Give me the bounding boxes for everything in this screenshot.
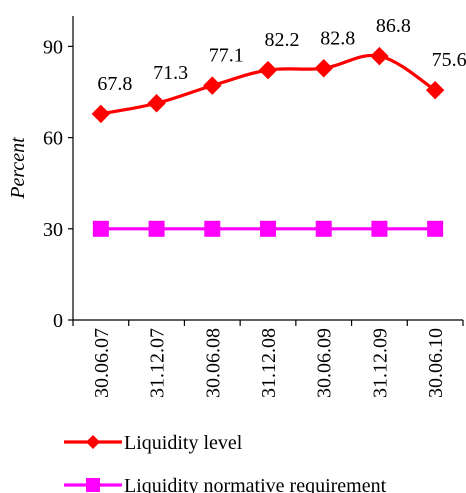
x-tick-label: 30.06.08 (202, 328, 224, 398)
x-tick-label: 31.12.07 (147, 328, 169, 398)
data-point-diamond (258, 60, 278, 80)
legend-item: Liquidity normative requirement (64, 475, 387, 493)
x-tick-label: 30.06.10 (425, 328, 447, 398)
y-tick-label: 90 (43, 36, 63, 58)
data-point-square (427, 220, 444, 237)
data-label: 86.8 (376, 15, 411, 37)
data-point-square (315, 220, 332, 237)
legend-label: Liquidity level (124, 432, 243, 454)
x-tick-label: 31.12.08 (258, 328, 280, 398)
data-point-diamond (314, 59, 333, 78)
y-tick-label: 30 (43, 219, 63, 241)
data-point-square (204, 220, 221, 237)
legend-label: Liquidity normative requirement (124, 475, 387, 493)
data-label: 67.8 (97, 73, 132, 95)
x-tick-label: 30.06.09 (314, 328, 336, 398)
data-point-square (92, 220, 109, 237)
series-layer: 67.8 71.3 77.1 82.2 82.8 86.8 75.6 (91, 15, 466, 237)
data-point-square (260, 220, 276, 237)
data-label: 82.2 (265, 29, 300, 51)
data-label: 82.8 (320, 27, 355, 49)
data-point-square (371, 220, 388, 237)
data-label: 71.3 (153, 62, 188, 84)
data-point-diamond (203, 76, 222, 95)
data-label: 77.1 (209, 45, 244, 67)
data-point-diamond (147, 94, 166, 113)
data-label: 75.6 (432, 49, 466, 71)
x-tick-label: 31.12.09 (369, 328, 391, 398)
x-tick-label: 30.06.07 (91, 328, 113, 398)
legend: Liquidity level Liquidity normative requi… (64, 432, 387, 493)
data-point-square (148, 220, 165, 237)
legend-item: Liquidity level (64, 432, 243, 454)
legend-marker-diamond (86, 435, 100, 449)
y-axis-ticks: 0 30 60 90 (43, 36, 73, 332)
data-point-diamond (91, 104, 111, 124)
x-axis-ticks: 30.06.07 31.12.07 30.06.08 31.12.08 30.06.09… (72, 320, 464, 398)
data-point-diamond (370, 46, 389, 66)
y-tick-label: 60 (43, 128, 63, 150)
series-liquidity-level: 67.8 71.3 77.1 82.2 82.8 86.8 75.6 (91, 15, 466, 124)
data-point-diamond (425, 80, 445, 100)
y-axis-title: Percent (7, 137, 29, 200)
y-tick-label: 0 (53, 310, 63, 332)
legend-marker-square (86, 478, 100, 492)
series-liquidity-normative-requirement (92, 220, 444, 237)
